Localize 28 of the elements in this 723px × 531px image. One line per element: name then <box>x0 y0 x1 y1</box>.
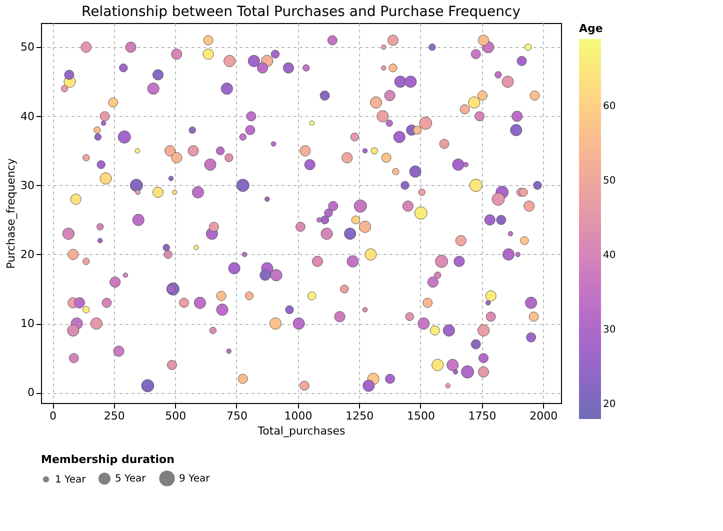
x-tick-label: 1000 <box>284 410 312 422</box>
x-tick-label: 250 <box>104 410 125 422</box>
y-tick-label: 50 <box>20 40 34 54</box>
color-bar-label: 30 <box>603 324 616 336</box>
y-tick-label: 30 <box>20 178 34 192</box>
legend-label: 9 Year <box>179 473 211 484</box>
y-tick-label: 40 <box>20 110 34 123</box>
x-tick-label: 0 <box>50 410 57 422</box>
legend-label: 5 Year <box>115 474 147 485</box>
y-tick-label: 0 <box>28 386 34 400</box>
x-tick-label: 1750 <box>468 410 496 422</box>
x-tick-label: 500 <box>165 410 186 422</box>
color-bar-label: 50 <box>603 176 616 187</box>
color-bar-label: 60 <box>603 101 616 112</box>
color-bar-label: 40 <box>603 250 616 262</box>
y-axis-title: Purchase_frequency <box>4 158 18 269</box>
y-tick-label: 10 <box>20 317 34 330</box>
x-axis-title: Total_purchases <box>256 424 346 438</box>
x-tick-label: 1250 <box>346 410 374 422</box>
color-bar-title: Age <box>579 22 603 35</box>
legend-title: Membership duration <box>41 453 174 466</box>
x-tick-label: 2000 <box>530 410 558 422</box>
x-tick-label: 1500 <box>406 410 435 422</box>
chart-title: Relationship between Total Purchases and Purchase Frequency <box>82 4 520 20</box>
color-bar-label: 20 <box>603 399 616 410</box>
x-tick-label: 750 <box>226 410 248 422</box>
y-tick-label: 20 <box>20 248 34 261</box>
legend-label: 1 Year <box>55 474 87 486</box>
